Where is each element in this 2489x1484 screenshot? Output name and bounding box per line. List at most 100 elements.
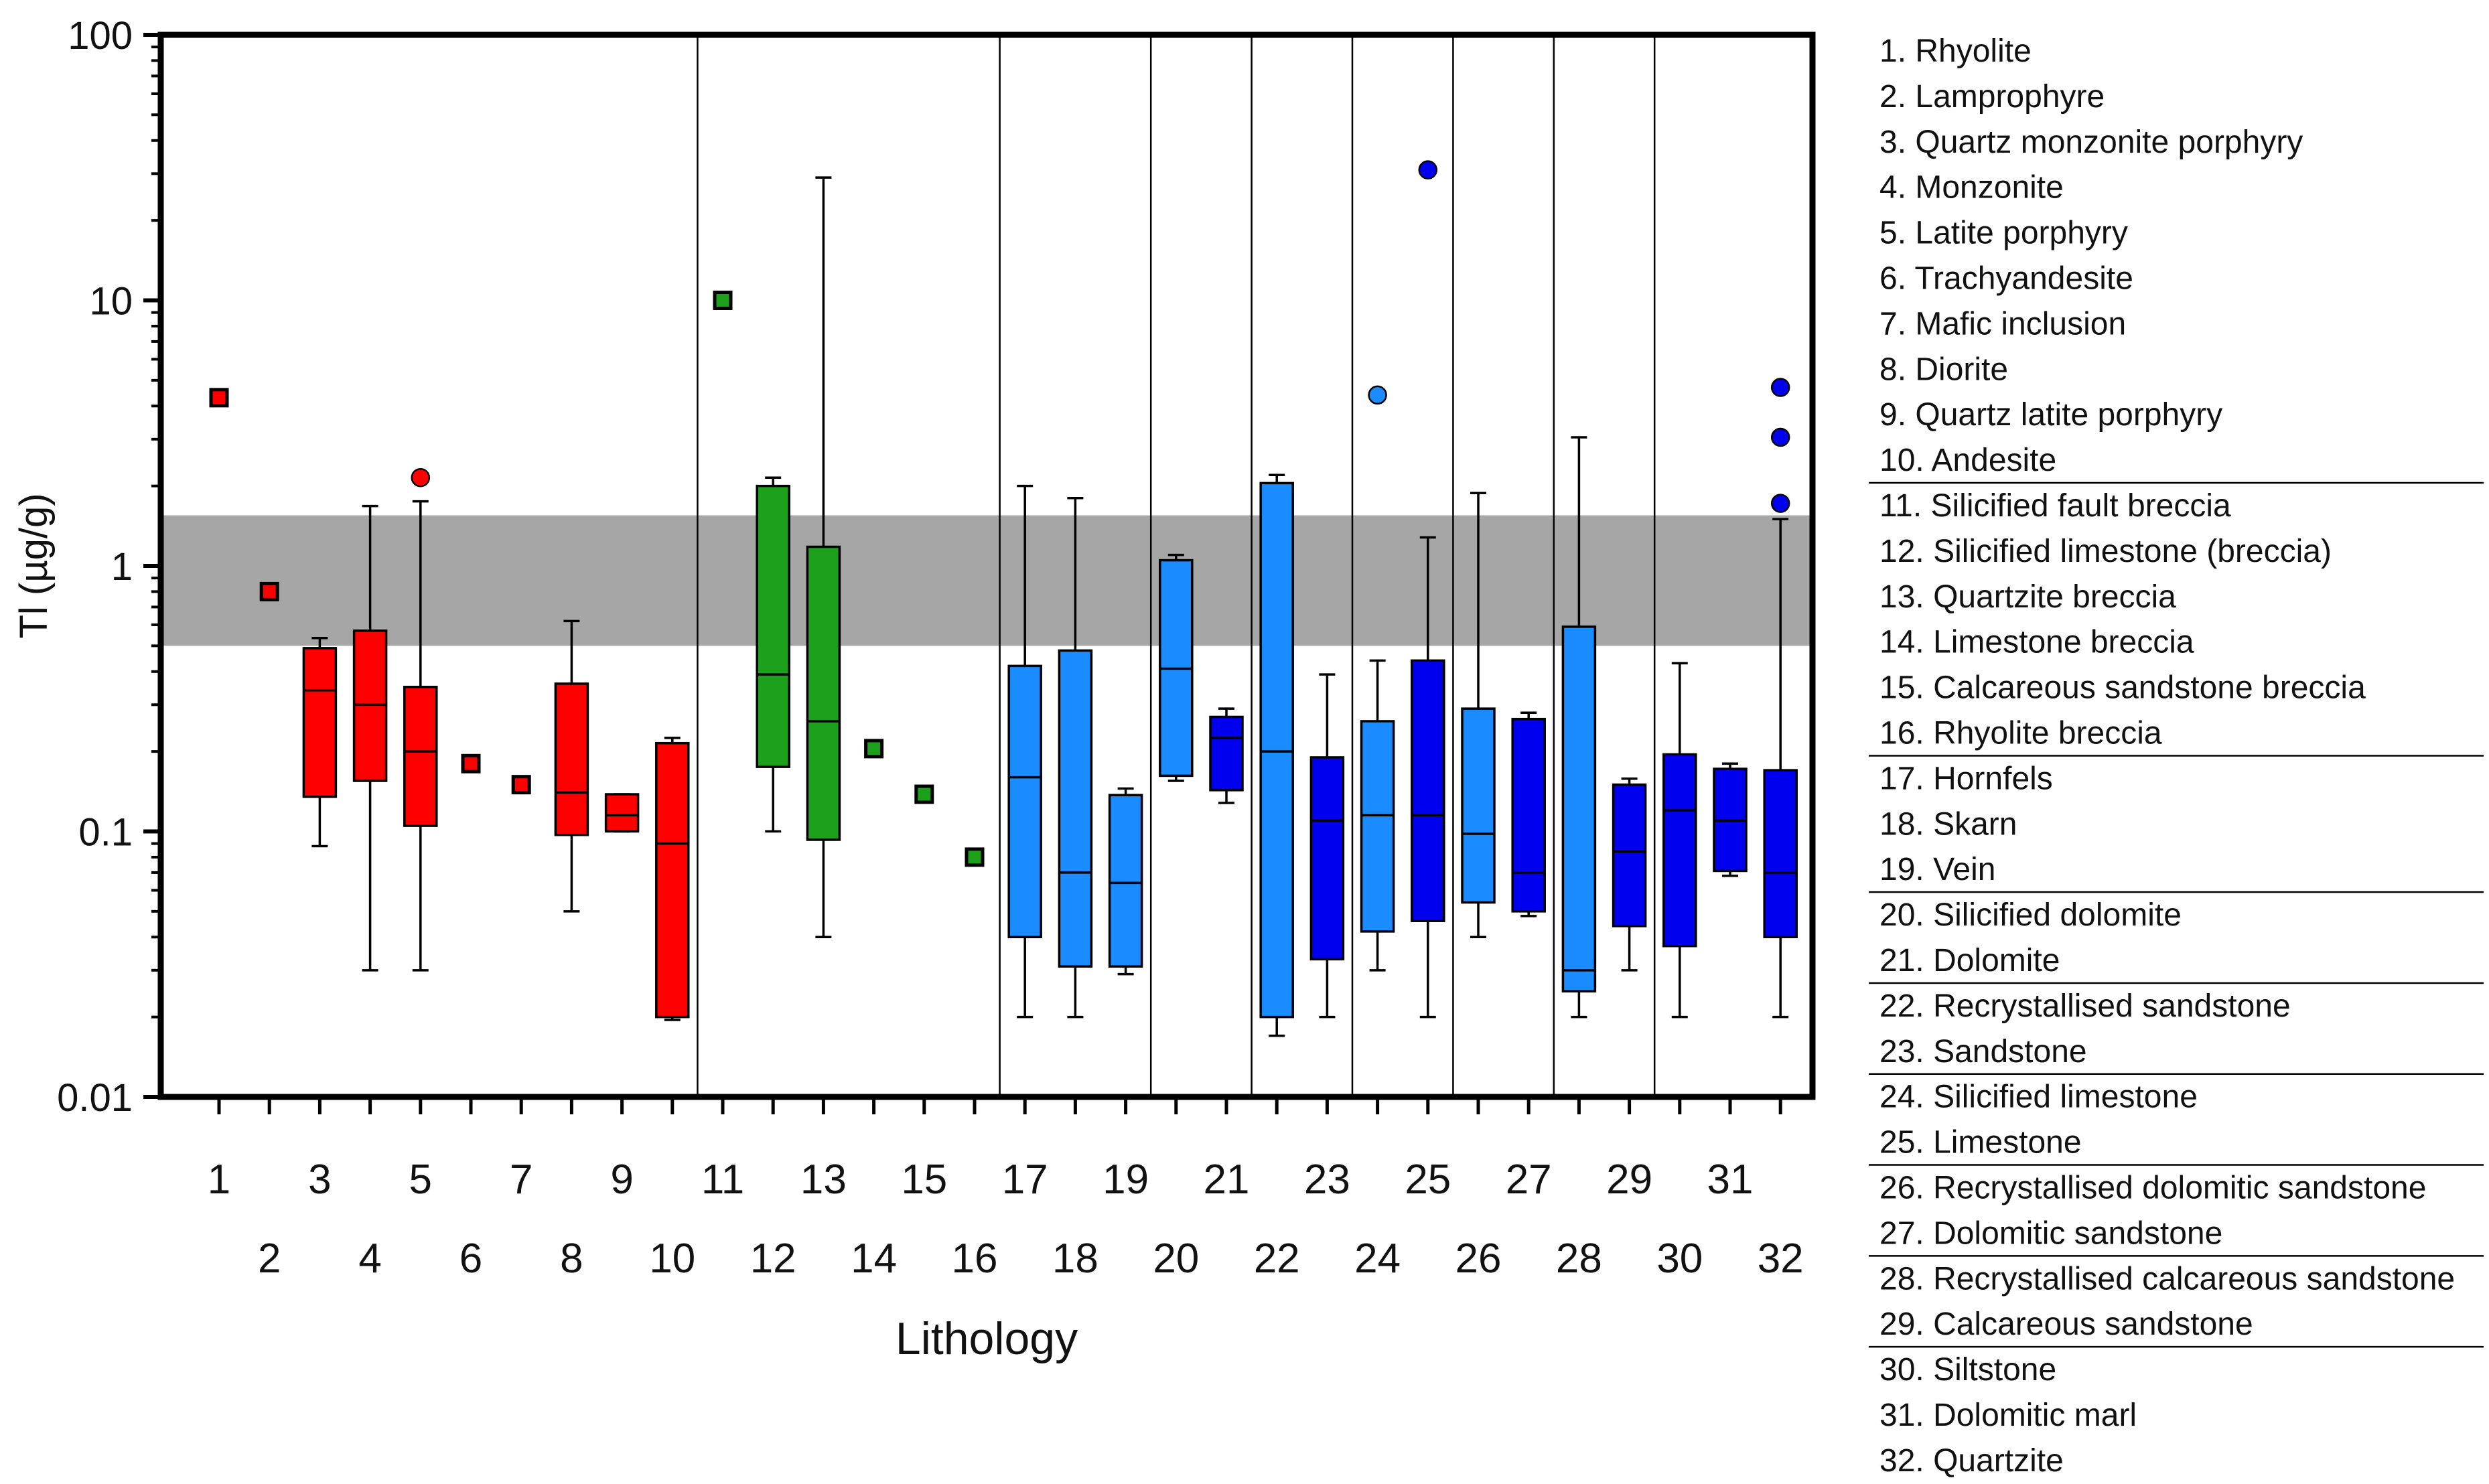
legend-item: 1. Rhyolite: [1879, 33, 2032, 69]
outlier-point: [1770, 378, 1790, 397]
box: [1209, 715, 1244, 792]
x-tick-label: 8: [560, 1236, 583, 1282]
x-tick-label: 20: [1153, 1236, 1199, 1282]
legend-item: 2. Lamprophyre: [1879, 79, 2105, 115]
legend-item: 5. Latite porphyry: [1879, 216, 2128, 251]
box: [1763, 769, 1798, 939]
outlier-point: [1418, 160, 1438, 179]
single-value-marker: [259, 581, 279, 601]
outlier-point: [1770, 494, 1790, 513]
box: [1411, 659, 1445, 922]
legend-item: 9. Quartz latite porphyry: [1879, 397, 2222, 433]
x-tick-label: 23: [1304, 1157, 1350, 1203]
x-tick-label: 29: [1606, 1157, 1652, 1203]
y-tick-label: 100: [68, 14, 133, 58]
single-value-marker: [965, 847, 985, 867]
box: [1309, 756, 1345, 961]
legend-item: 10. Andesite: [1879, 443, 2056, 478]
y-axis-title: Tl (µg/g): [12, 493, 56, 638]
x-tick-label: 31: [1707, 1157, 1754, 1203]
legend: 1. Rhyolite 2. Lamprophyre 3. Quartz monzo…: [1869, 33, 2484, 1479]
x-tick-label: 28: [1556, 1236, 1602, 1282]
x-tick-label: 19: [1103, 1157, 1149, 1203]
x-tick-label: 25: [1405, 1157, 1451, 1203]
legend-item: 6. Trachyandesite: [1879, 261, 2133, 297]
box: [806, 545, 841, 841]
legend-item: 11. Silicified fault breccia: [1879, 488, 2231, 524]
box: [1511, 717, 1546, 913]
single-value-marker: [713, 291, 733, 310]
box: [756, 484, 790, 768]
y-tick-label: 1: [111, 545, 133, 589]
x-tick-label: 10: [649, 1236, 695, 1282]
x-axis-title: Lithology: [896, 1313, 1078, 1364]
x-tick-label: 24: [1354, 1236, 1401, 1282]
reference-band-layer: [161, 515, 1812, 646]
box: [302, 647, 338, 798]
single-value-marker: [864, 739, 884, 759]
outlier-point: [1368, 385, 1387, 405]
x-tick-label: 32: [1758, 1236, 1804, 1282]
outlier-point: [411, 467, 431, 488]
x-tick-label: 3: [308, 1157, 331, 1203]
box-layer: [209, 160, 1798, 1037]
legend-item: 14. Limestone breccia: [1879, 625, 2194, 660]
legend-item: 17. Hornfels: [1879, 761, 2053, 796]
x-tick-label: 22: [1254, 1236, 1300, 1282]
legend-item: 19. Vein: [1879, 852, 1995, 887]
legend-item: 13. Quartzite breccia: [1879, 579, 2176, 615]
x-tick-label: 15: [901, 1157, 947, 1203]
x-tick-label: 1: [208, 1157, 230, 1203]
legend-item: 27. Dolomitic sandstone: [1879, 1215, 2222, 1251]
y-tick-label: 10: [89, 280, 133, 323]
x-tick-label: 16: [952, 1236, 998, 1282]
box: [1058, 649, 1093, 968]
legend-item: 23. Sandstone: [1879, 1034, 2087, 1069]
y-axis: 100 10 1 0.1 0.01: [57, 14, 161, 1120]
x-tick-label: 11: [701, 1157, 744, 1203]
legend-item: 7. Mafic inclusion: [1879, 306, 2126, 342]
legend-item: 31. Dolomitic marl: [1879, 1398, 2137, 1433]
legend-item: 32. Quartzite: [1879, 1443, 2064, 1479]
legend-item: 28. Recrystallised calcareous sandstone: [1879, 1261, 2455, 1296]
single-value-marker: [511, 775, 531, 795]
outlier-point: [1770, 427, 1790, 447]
legend-item: 4. Monzonite: [1879, 170, 2064, 206]
x-tick-label: 5: [409, 1157, 432, 1203]
x-tick-label: 13: [800, 1157, 847, 1203]
x-tick-label: 6: [459, 1236, 482, 1282]
x-tick-label: 4: [358, 1236, 381, 1282]
legend-item: 21. Dolomite: [1879, 943, 2060, 978]
y-tick-label: 0.1: [78, 811, 133, 855]
x-tick-label: 18: [1052, 1236, 1098, 1282]
x-tick-label: 26: [1455, 1236, 1502, 1282]
box: [1561, 625, 1597, 992]
box: [1461, 707, 1496, 904]
x-tick-label: 2: [258, 1236, 281, 1282]
box: [1612, 783, 1647, 928]
x-tick-label: 9: [610, 1157, 633, 1203]
box: [403, 686, 438, 827]
single-value-marker: [461, 753, 481, 773]
x-tick-label: 17: [1002, 1157, 1048, 1203]
y-tick-label: 0.01: [57, 1076, 133, 1120]
single-value-marker: [914, 784, 934, 804]
x-tick-label: 7: [510, 1157, 532, 1203]
legend-item: 16. Rhyolite breccia: [1879, 716, 2162, 751]
box: [1360, 720, 1395, 933]
box: [1007, 664, 1042, 939]
legend-item: 15. Calcareous sandstone breccia: [1879, 670, 2366, 706]
legend-item: 24. Silicified limestone: [1879, 1080, 2198, 1115]
group-divider-layer: [697, 35, 1656, 1097]
legend-item: 18. Skarn: [1879, 806, 2017, 842]
box: [1108, 794, 1143, 968]
x-tick-label: 14: [851, 1236, 897, 1282]
x-tick-label: 30: [1656, 1236, 1703, 1282]
legend-item: 30. Siltstone: [1879, 1352, 2056, 1388]
reference-band: [161, 515, 1812, 646]
legend-item: 20. Silicified dolomite: [1879, 897, 2182, 933]
x-axis: 1 3 5 7 9 11 13 15 17 19 21 23 25 27 29 312 4 6 8 10 12 14 16 1…: [208, 1097, 1804, 1282]
x-tick-label: 27: [1506, 1157, 1552, 1203]
x-tick-label: 12: [750, 1236, 796, 1282]
